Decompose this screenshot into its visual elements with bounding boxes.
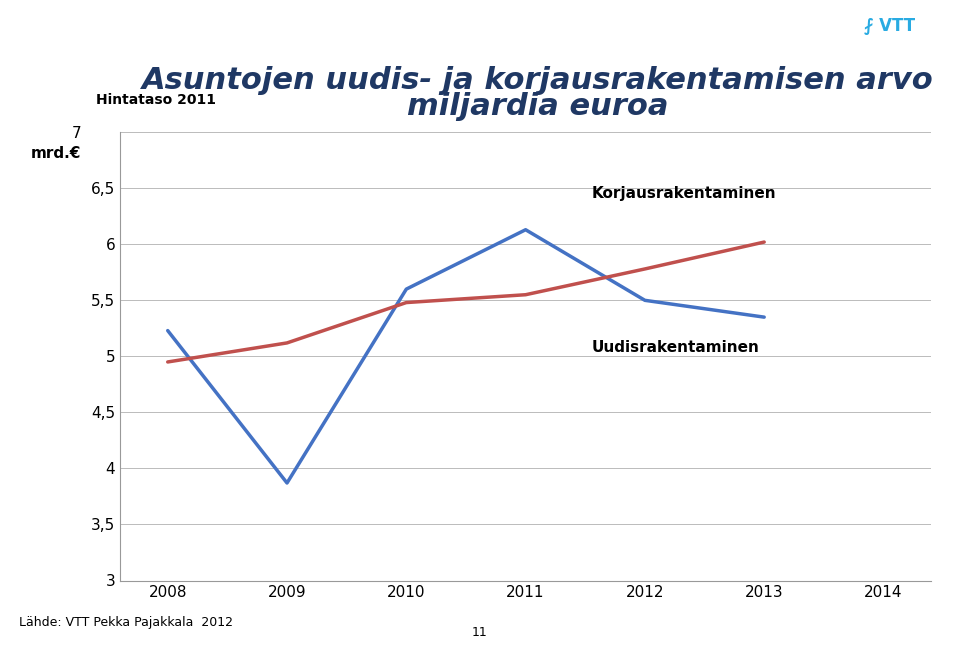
Text: Pekka Pajakkala 14.5.2012: Pekka Pajakkala 14.5.2012 <box>653 21 822 32</box>
Text: Korjausrakentaminen: Korjausrakentaminen <box>591 186 776 201</box>
Text: Hintataso 2011: Hintataso 2011 <box>96 93 216 107</box>
Text: mrd.€: mrd.€ <box>32 146 82 161</box>
Text: miljardia euroa: miljardia euroa <box>407 92 668 121</box>
Text: Uudisrakentaminen: Uudisrakentaminen <box>591 340 759 355</box>
Text: 11: 11 <box>768 20 785 33</box>
Text: 7: 7 <box>72 126 82 141</box>
Text: VTT TECHNICAL RESEARCH CENTRE OF FINLAND: VTT TECHNICAL RESEARCH CENTRE OF FINLAND <box>14 21 297 32</box>
Text: Lähde: VTT Pekka Pajakkala  2012: Lähde: VTT Pekka Pajakkala 2012 <box>19 616 233 629</box>
Text: Asuntojen uudis- ja korjausrakentamisen arvo: Asuntojen uudis- ja korjausrakentamisen … <box>142 66 933 95</box>
Text: 11: 11 <box>472 626 488 639</box>
Text: ⨏ VTT: ⨏ VTT <box>864 17 915 35</box>
